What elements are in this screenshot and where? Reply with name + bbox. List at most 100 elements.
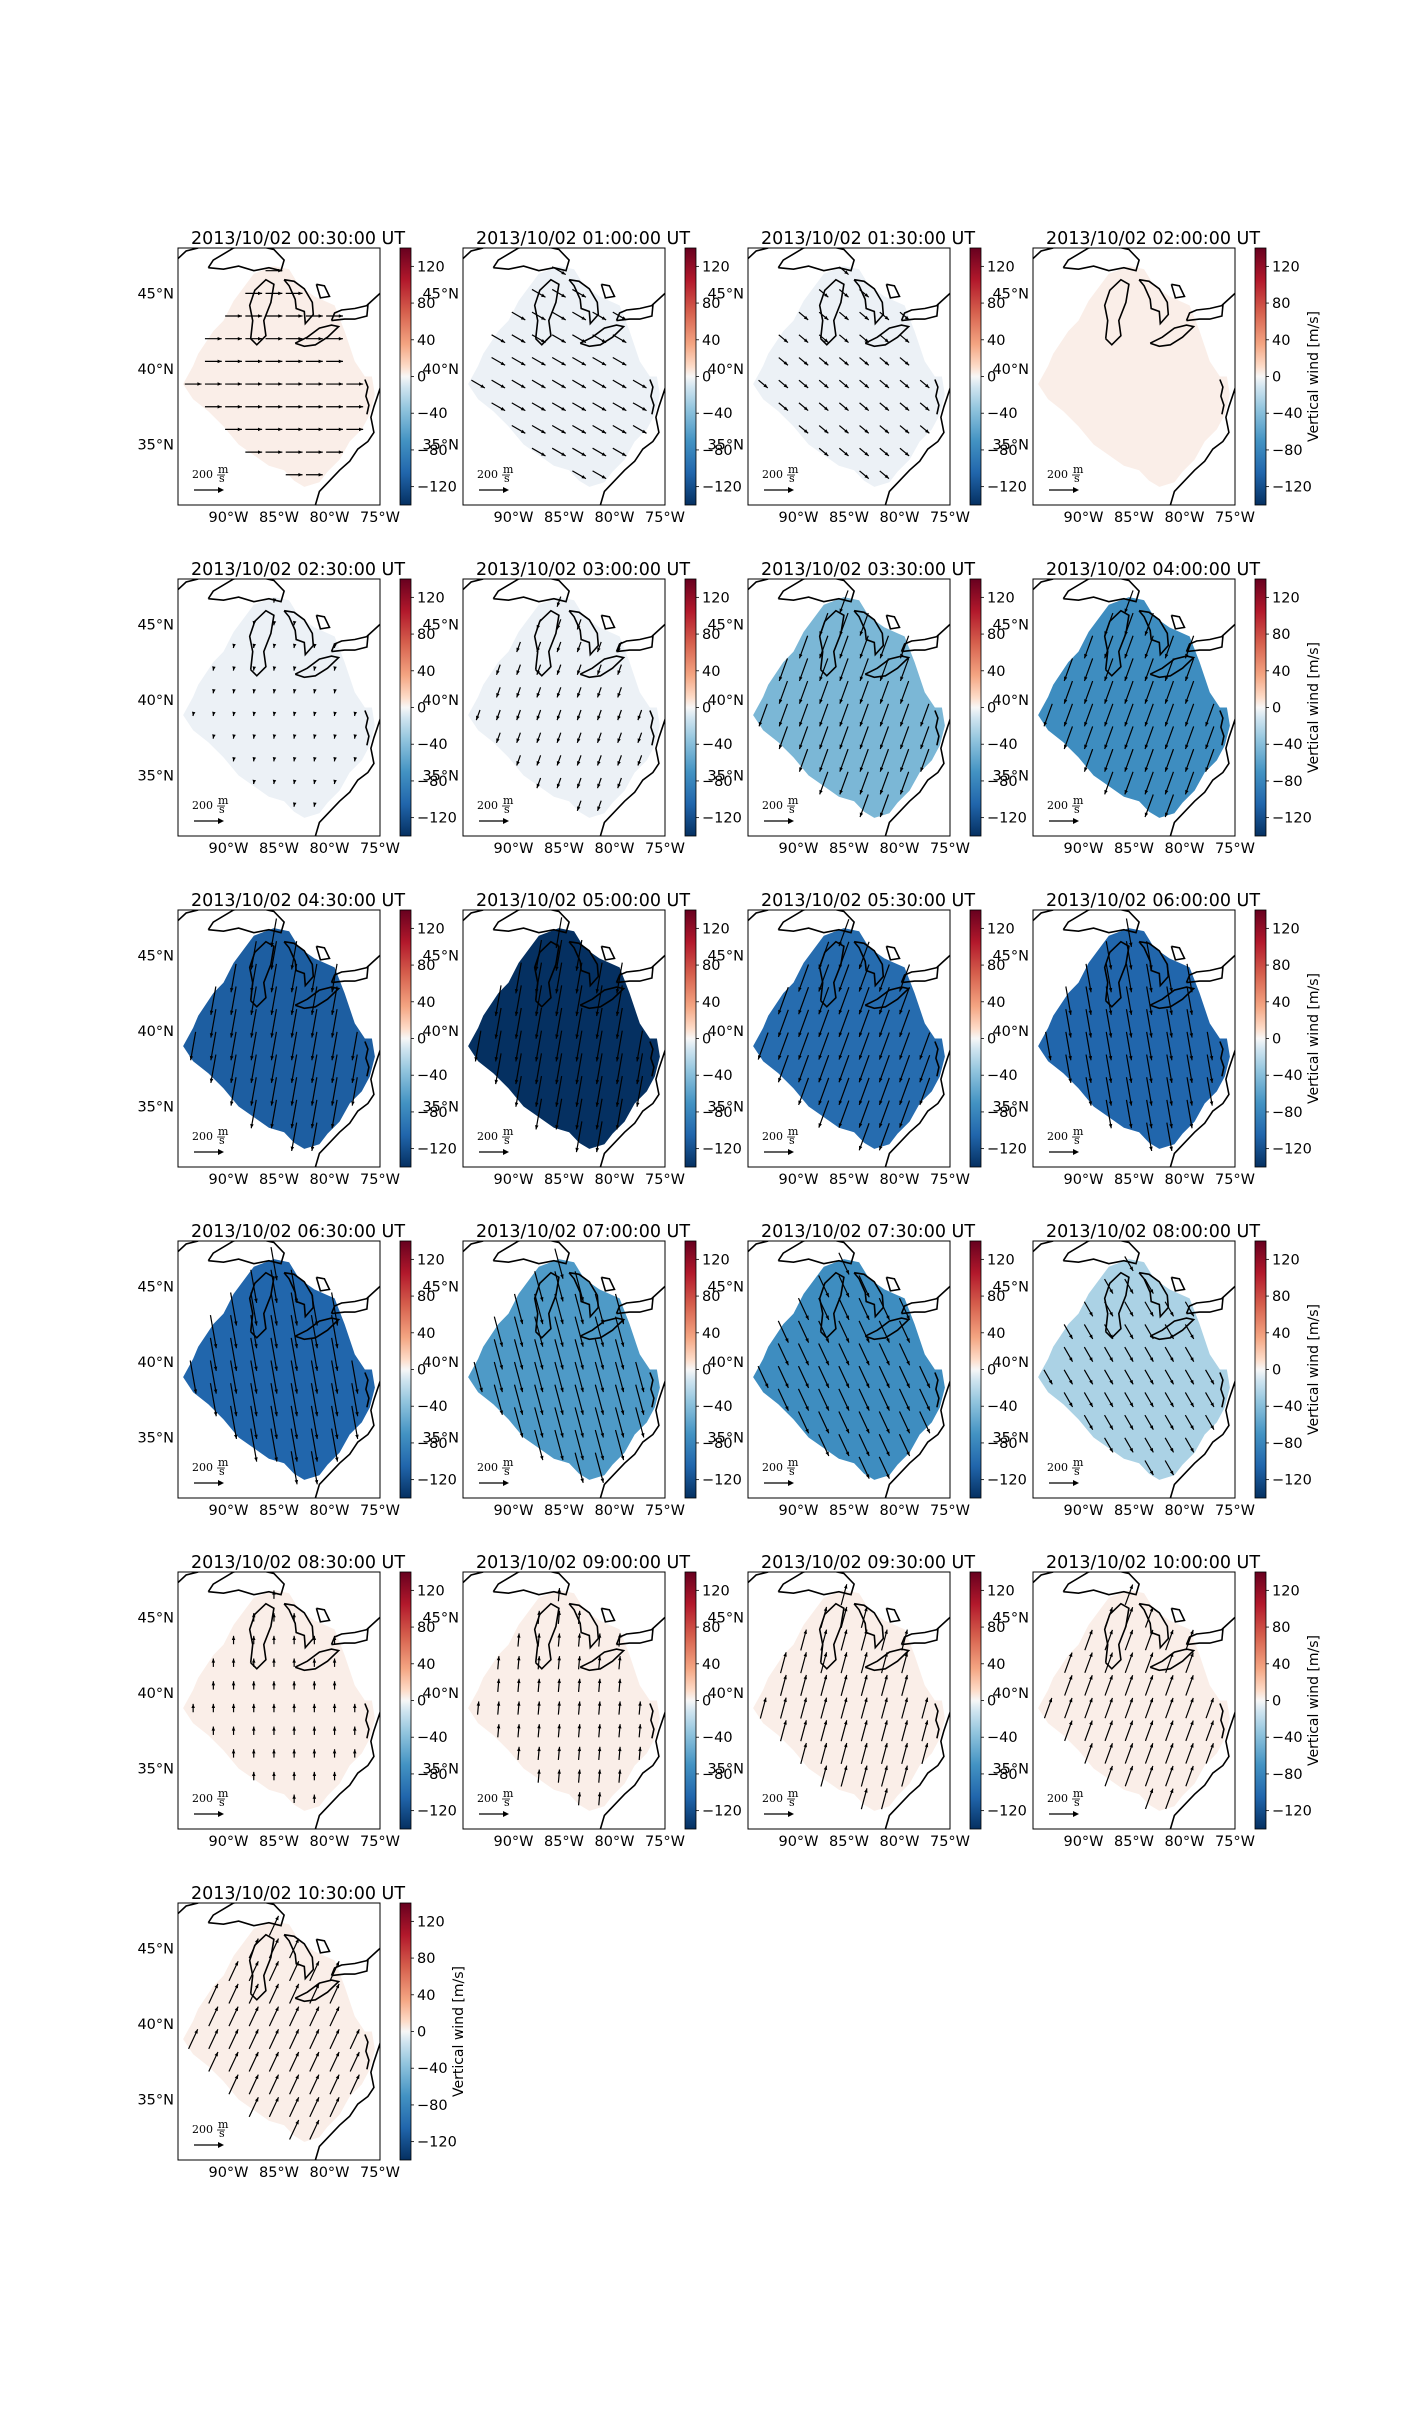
wind-arrowhead [580,1455,584,1461]
panel-title: 2013/10/02 10:30:00 UT [190,1884,406,1904]
wind-arrowhead [783,1720,787,1725]
wind-arrowhead [272,1726,276,1731]
wind-arrowhead [535,1034,539,1039]
wind-arrowhead [844,270,849,275]
wind-arrowhead [1144,653,1149,659]
colorbar-label: Vertical wind [m/s] [1306,973,1322,1104]
wind-arrow [777,1032,789,1060]
coastline [1103,278,1130,346]
wind-arrow [535,962,543,994]
wind-arrow [878,986,890,1015]
wind-arrowhead [859,744,864,750]
colorbar-tick-label: 120 [1272,259,1300,275]
wind-arrow [351,1054,358,1084]
coastline [649,379,655,415]
wind-arrow [1166,1054,1173,1084]
wind-arrowhead [864,451,869,456]
wind-arrowhead [1084,653,1088,659]
wind-arrowhead [884,338,889,343]
colorbar-tick-label: 0 [702,701,711,717]
coastline [463,1241,484,1253]
wind-arrow [818,1100,830,1128]
wind-arrow [250,963,257,993]
lon-tick-label: 75°W [645,1503,685,1519]
scale-key-label: 200 [1047,799,1068,812]
coastline [1169,717,1235,836]
scale-key: 200 ms [477,1456,514,1486]
wind-arrowhead [272,734,277,739]
wind-arrowhead [270,1078,274,1083]
wind-arrow [1125,963,1133,993]
lat-tick-label: 40°N [137,1024,174,1040]
lat-tick-label: 40°N [992,1024,1029,1040]
wind-arrowhead [1144,767,1149,772]
wind-arrowhead [575,1057,579,1062]
wind-arrowhead [214,1983,218,1989]
wind-arrowhead [1129,1697,1133,1703]
wind-arrowhead [1189,987,1194,993]
wind-arrowhead [621,429,627,434]
wind-arrowhead [1149,1101,1153,1106]
wind-arrowhead [272,1635,276,1640]
wind-arrowhead [615,1011,620,1017]
wind-arrow [331,1360,339,1394]
coastline [492,1572,570,1596]
coastline [366,1947,380,1961]
wind-arrowhead [275,1983,279,1989]
wind-arrow [1166,1031,1173,1061]
colorbar [684,247,697,506]
scale-key-unit-den: s [504,803,510,816]
wind-arrowhead [310,1055,315,1061]
wind-arrowhead [595,1147,600,1153]
wind-vectors [475,596,643,812]
scale-key: 200 ms [762,794,799,824]
colorbar-tick-label: −80 [702,1105,733,1121]
coastline [1062,1572,1140,1596]
wind-arrowhead [535,1057,539,1062]
wind-arrowhead [865,1383,870,1388]
wind-arrowhead [1129,1629,1133,1635]
wind-arrowhead [335,1434,339,1439]
wind-arrowhead [232,666,236,671]
coastline [1169,386,1235,505]
wind-arrowhead [254,1366,258,1371]
scale-key-label: 200 [477,1130,498,1143]
wind-arrowhead [844,293,849,298]
wind-arrowhead [617,760,621,766]
wind-arrow [210,1054,217,1084]
colorbar-tick-label: 120 [987,1252,1015,1268]
coastline [294,1317,341,1341]
wind-arrowhead [597,1792,602,1797]
lon-tick-label: 85°W [544,841,584,857]
wind-arrowhead [925,429,930,434]
wind-vectors [184,268,364,477]
wind-arrowhead [270,987,274,993]
wind-arrowhead [290,1123,295,1129]
coastline [178,1903,199,1915]
wind-arrowhead [1144,699,1149,704]
wind-arrow [899,1054,911,1083]
wind-arrowhead [1129,1123,1133,1129]
wind-arrowhead [231,1749,236,1754]
wind-arrowhead [476,1701,481,1706]
wind-arrowhead [1210,1402,1214,1408]
wind-arrow [554,1248,564,1279]
wind-arrowhead [1104,789,1108,795]
wind-arrowhead [1089,1379,1093,1385]
lat-tick-label: 35°N [992,1100,1029,1116]
lat-tick-label: 35°N [137,438,174,454]
wind-arrowhead [315,2097,319,2102]
coastline [599,386,665,505]
wind-arrowhead [556,647,561,653]
wind-arrowhead [600,1387,605,1393]
wind-arrowhead [560,1387,564,1393]
wind-arrowhead [1149,1379,1154,1385]
colorbar-tick-label: 40 [1272,1326,1290,1342]
wind-arrow [594,1361,604,1393]
wind-arrowhead [839,653,843,659]
scale-key-unit-den: s [789,1796,795,1809]
wind-arrowhead [232,756,236,762]
wind-arrowhead [880,744,884,750]
lon-tick-label: 75°W [1215,510,1255,526]
